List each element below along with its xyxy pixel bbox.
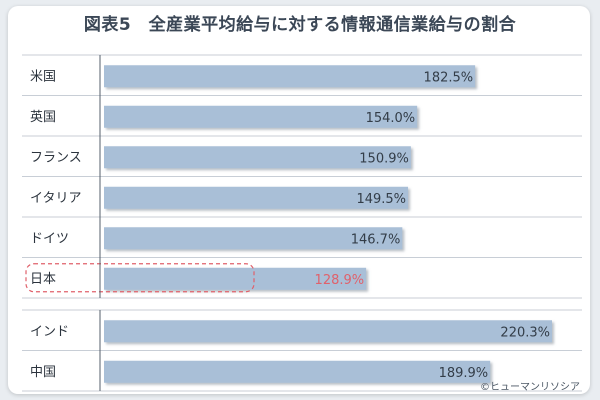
data-label: 150.9% — [359, 151, 409, 166]
bar — [104, 65, 476, 88]
data-label: 182.5% — [424, 70, 474, 85]
category-label: 英国 — [30, 110, 56, 125]
data-label: 189.9% — [439, 366, 489, 381]
category-label: ドイツ — [30, 231, 69, 246]
category-label: 日本 — [30, 272, 56, 287]
bar — [104, 146, 411, 169]
category-label: インド — [30, 324, 69, 339]
highlight-box — [25, 263, 255, 293]
category-label: 中国 — [30, 365, 56, 380]
category-label: フランス — [30, 150, 82, 165]
data-label: 154.0% — [366, 111, 416, 126]
data-label: 149.5% — [356, 192, 406, 207]
bar — [104, 360, 491, 383]
data-label: 146.7% — [351, 232, 401, 247]
copyright-credit: ©ヒューマンリソシア — [480, 382, 580, 393]
bar — [104, 186, 409, 209]
category-label: 米国 — [30, 69, 56, 84]
bar — [104, 227, 403, 250]
data-label: 128.9% — [315, 273, 365, 288]
bar — [104, 267, 367, 290]
chart-title: 図表5 全産業平均給与に対する情報通信業給与の割合 — [83, 15, 517, 35]
bar — [104, 105, 418, 128]
category-label: イタリア — [30, 191, 81, 206]
data-label: 220.3% — [500, 325, 550, 340]
bar — [104, 320, 552, 343]
